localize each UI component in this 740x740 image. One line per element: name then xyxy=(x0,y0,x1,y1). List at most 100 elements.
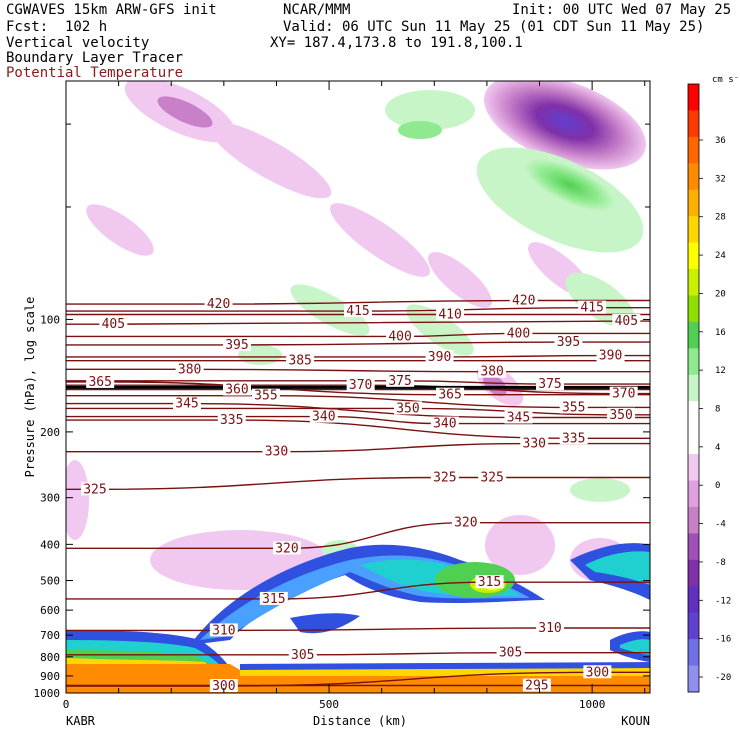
theta-label: 380 xyxy=(178,362,201,377)
colorbar-label: -16 xyxy=(715,635,731,645)
theta-label: 365 xyxy=(438,388,461,403)
theta-label: 405 xyxy=(102,317,125,332)
x-axis-label: Distance (km) xyxy=(313,714,407,728)
theta-label-bg xyxy=(393,401,422,415)
field-vertical-velocity: Vertical velocity xyxy=(6,35,150,51)
theta-line-380 xyxy=(66,368,650,373)
x-endpoint-start: KABR xyxy=(66,714,96,728)
theta-label-bg xyxy=(559,431,588,445)
theta-label-bg xyxy=(607,407,636,421)
theta-label-bg xyxy=(578,300,607,314)
colorbar-label: 20 xyxy=(715,289,726,299)
theta-line-375 xyxy=(66,380,650,385)
colorbar-swatch xyxy=(688,586,699,614)
theta-label: 350 xyxy=(396,401,419,416)
theta-label-bg xyxy=(86,374,115,388)
theta-label-bg xyxy=(251,388,280,402)
field-boundary-layer-tracer: Boundary Layer Tracer xyxy=(6,50,184,66)
colorbar-label: 36 xyxy=(715,136,726,146)
theta-label: 365 xyxy=(88,375,111,390)
theta-label: 295 xyxy=(525,679,548,694)
theta-label-bg xyxy=(536,621,565,635)
colorbar-label: -8 xyxy=(715,558,726,568)
colorbar-swatch xyxy=(688,639,699,666)
theta-label: 340 xyxy=(312,410,335,425)
theta-label: 345 xyxy=(507,410,530,425)
theta-label-bg xyxy=(612,314,641,328)
y-tick-label: 700 xyxy=(40,629,60,642)
theta-label-bg xyxy=(559,400,588,414)
valid-time: Valid: 06 UTC Sun 11 May 25 (01 CDT Sun … xyxy=(283,19,705,35)
theta-label: 405 xyxy=(615,314,638,329)
cross-section-xy: XY= 187.4,173.8 to 191.8,100.1 xyxy=(270,35,523,51)
theta-label: 315 xyxy=(478,575,501,590)
y-tick-label: 800 xyxy=(40,651,60,664)
theta-label: 335 xyxy=(562,431,585,446)
y-tick-label: 100 xyxy=(40,313,60,326)
theta-label-bg xyxy=(536,377,565,391)
colorbar-label: 28 xyxy=(715,213,726,223)
theta-line-305 xyxy=(66,651,650,656)
theta-label: 355 xyxy=(562,400,585,415)
x-tick-label: 500 xyxy=(319,698,339,711)
theta-label: 330 xyxy=(523,437,546,452)
theta-label-bg xyxy=(430,416,459,430)
theta-label-bg xyxy=(80,482,109,496)
theta-label-bg xyxy=(596,348,625,362)
theta-label-bg xyxy=(209,679,238,693)
theta-label-bg xyxy=(478,470,507,484)
colorbar-swatch xyxy=(688,163,699,191)
colorbar-swatch xyxy=(688,454,699,481)
theta-label: 410 xyxy=(438,307,461,322)
theta-label: 335 xyxy=(220,413,243,428)
theta-label-bg xyxy=(209,623,238,637)
theta-label-bg xyxy=(496,645,525,659)
theta-label: 350 xyxy=(609,408,632,423)
theta-label: 310 xyxy=(212,623,235,638)
theta-label-bg xyxy=(509,293,538,307)
theta-label-bg xyxy=(554,335,583,349)
colorbar-swatch xyxy=(688,242,699,270)
theta-label-bg xyxy=(346,378,375,392)
y-tick-label: 300 xyxy=(40,492,60,505)
colorbar-swatch xyxy=(688,665,699,693)
theta-label: 375 xyxy=(388,374,411,389)
theta-line-320 xyxy=(66,521,650,550)
y-tick-label: 900 xyxy=(40,670,60,683)
colorbar-label: 12 xyxy=(715,366,726,376)
colorbar-swatch xyxy=(688,348,699,376)
colorbar-label: 16 xyxy=(715,328,726,338)
org-label: NCAR/MMM xyxy=(283,2,351,18)
y-tick-label: 200 xyxy=(40,426,60,439)
theta-label-bg xyxy=(272,541,301,555)
theta-label-bg xyxy=(475,575,504,589)
colorbar-label: 32 xyxy=(715,174,726,184)
theta-line-325 xyxy=(66,476,650,491)
theta-label: 400 xyxy=(507,326,530,341)
forecast-hour: Fcst: 102 h xyxy=(6,19,108,35)
theta-label-bg xyxy=(436,307,465,321)
colorbar-swatch xyxy=(688,110,699,138)
theta-label: 340 xyxy=(433,417,456,432)
theta-label: 420 xyxy=(512,294,535,309)
theta-line-390 xyxy=(66,354,650,358)
x-endpoint-end: KOUN xyxy=(621,714,650,728)
theta-label: 320 xyxy=(454,516,477,531)
theta-label: 400 xyxy=(388,329,411,344)
theta-label-bg xyxy=(99,317,128,331)
colorbar-swatch xyxy=(688,295,699,323)
theta-label: 310 xyxy=(538,621,561,636)
theta-label-bg xyxy=(288,647,317,661)
theta-label: 360 xyxy=(225,382,248,397)
theta-line-335 xyxy=(66,419,650,440)
y-tick-label: 1000 xyxy=(34,687,61,700)
y-axis-label: Pressure (hPa), log scale xyxy=(23,297,37,478)
colorbar-swatch xyxy=(688,321,699,349)
theta-label: 345 xyxy=(175,397,198,412)
theta-label-bg xyxy=(204,297,233,311)
theta-label-bg xyxy=(259,591,288,605)
colorbar-swatch xyxy=(688,216,699,243)
theta-label-bg xyxy=(430,470,459,484)
colorbar-swatch xyxy=(688,559,699,587)
